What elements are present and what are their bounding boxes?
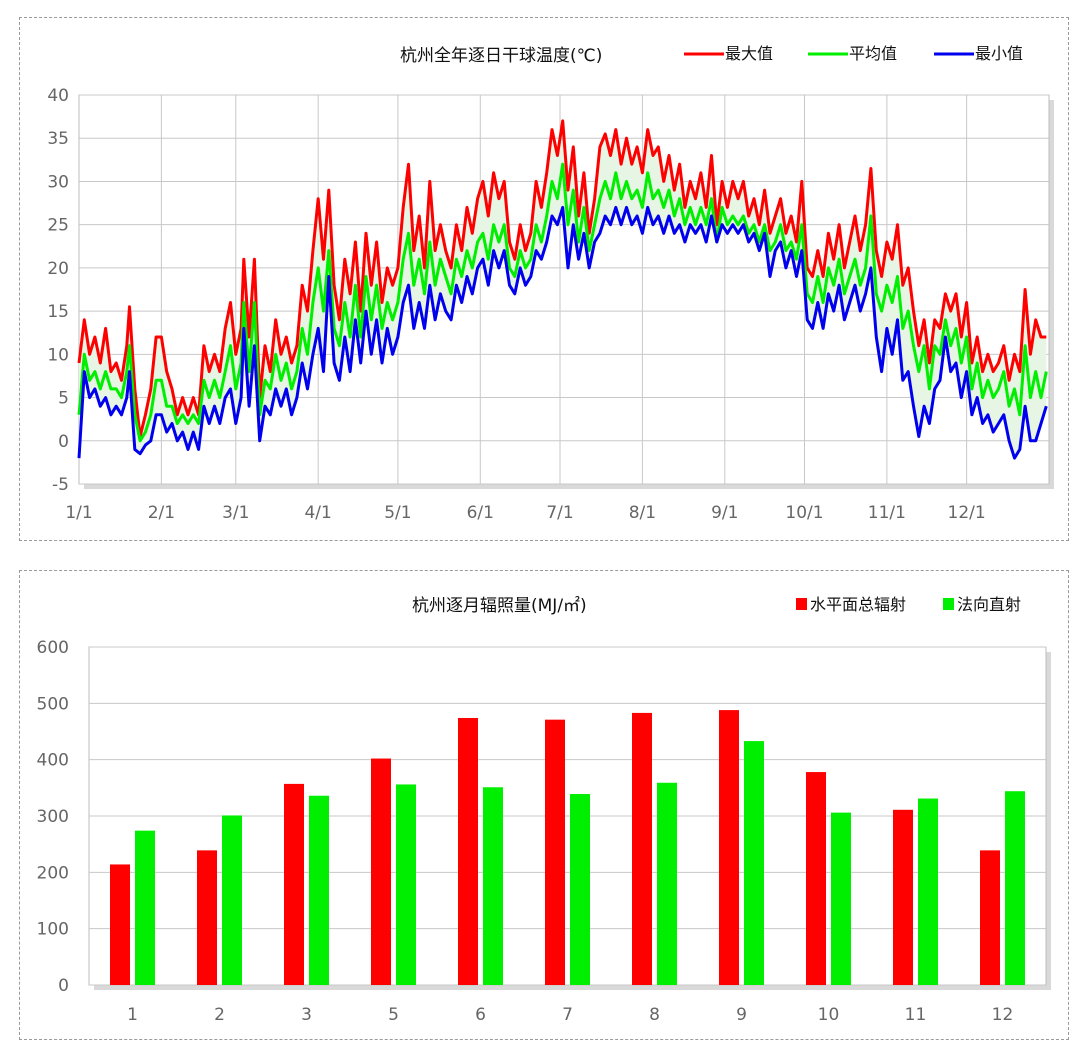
x-tick-label: 8/1 bbox=[629, 503, 656, 523]
bar bbox=[197, 850, 217, 985]
bar bbox=[309, 795, 329, 985]
x-tick-label: 9 bbox=[736, 1005, 747, 1025]
legend-label: 最大值 bbox=[725, 44, 773, 63]
temperature-chart: -5 0 5 10 15 20 25 30 35 40 1/1 2/1 3/1 4/1 5/1 6/1 7/1 8… bbox=[47, 44, 1054, 523]
x-tick-label: 10/1 bbox=[785, 503, 823, 523]
bar bbox=[545, 719, 565, 985]
x-tick-label: 12/1 bbox=[948, 503, 986, 523]
x-tick-label: 11/1 bbox=[868, 503, 906, 523]
series-line bbox=[77, 205, 1048, 460]
bar bbox=[222, 815, 242, 985]
series-line bbox=[77, 119, 1047, 438]
bar bbox=[893, 809, 913, 985]
legend-swatch bbox=[943, 598, 954, 610]
legend-label: 法向直射 bbox=[957, 595, 1021, 614]
bar bbox=[806, 772, 826, 985]
bar bbox=[110, 864, 130, 985]
bar bbox=[284, 783, 304, 985]
bar bbox=[719, 710, 739, 985]
bar bbox=[657, 782, 677, 985]
bar bbox=[135, 830, 155, 985]
x-tick-label: 5/1 bbox=[384, 503, 411, 523]
y-tick-label: 10 bbox=[47, 345, 69, 365]
x-tick-label: 1/1 bbox=[65, 503, 92, 523]
temperature-chart-panel: -5 0 5 10 15 20 25 30 35 40 1/1 2/1 3/1 4/1 5/1 6/1 7/1 8… bbox=[19, 17, 1069, 541]
x-tick-label: 3/1 bbox=[222, 503, 249, 523]
x-tick-label: 5 bbox=[388, 1005, 399, 1025]
radiation-chart-panel: 0 100 200 300 400 500 600 1 2 3 5 6 7 8 9 10 11 12 杭州逐月辐照量… bbox=[19, 570, 1069, 1040]
x-tick-label: 12 bbox=[992, 1005, 1014, 1025]
x-tick-label: 2 bbox=[214, 1005, 225, 1025]
y-tick-label: 5 bbox=[58, 389, 69, 409]
y-tick-label: 0 bbox=[58, 976, 69, 996]
bar bbox=[744, 741, 764, 985]
x-tick-label: 7 bbox=[562, 1005, 573, 1025]
x-tick-label: 9/1 bbox=[711, 503, 738, 523]
x-tick-label: 10 bbox=[818, 1005, 840, 1025]
bar bbox=[831, 812, 851, 985]
y-tick-label: 0 bbox=[58, 432, 69, 452]
bar bbox=[980, 850, 1000, 985]
y-tick-label: 200 bbox=[37, 863, 69, 883]
bar bbox=[570, 794, 590, 985]
y-tick-label: -5 bbox=[52, 475, 69, 495]
legend-swatch bbox=[796, 598, 807, 610]
bar bbox=[458, 717, 478, 985]
legend-label: 水平面总辐射 bbox=[810, 595, 906, 614]
x-tick-label: 1 bbox=[127, 1005, 138, 1025]
y-tick-label: 20 bbox=[47, 259, 69, 279]
chart-title: 杭州逐月辐照量(MJ/㎡) bbox=[412, 596, 587, 616]
y-tick-label: 400 bbox=[37, 751, 69, 771]
y-tick-label: 15 bbox=[47, 302, 69, 322]
bar bbox=[632, 712, 652, 985]
legend-label: 最小值 bbox=[975, 44, 1023, 63]
bar bbox=[1005, 791, 1025, 985]
x-tick-label: 6/1 bbox=[467, 503, 494, 523]
y-tick-label: 35 bbox=[47, 129, 69, 149]
bar bbox=[371, 758, 391, 985]
y-tick-label: 300 bbox=[37, 807, 69, 827]
y-tick-label: 600 bbox=[37, 638, 69, 658]
bar bbox=[483, 787, 503, 985]
x-tick-label: 2/1 bbox=[148, 503, 175, 523]
chart-title: 杭州全年逐日干球温度(℃) bbox=[400, 46, 602, 66]
x-tick-label: 8 bbox=[649, 1005, 660, 1025]
y-tick-label: 30 bbox=[47, 172, 69, 192]
x-tick-label: 7/1 bbox=[546, 503, 573, 523]
bar bbox=[918, 798, 938, 985]
y-tick-label: 500 bbox=[37, 694, 69, 714]
legend-label: 平均值 bbox=[849, 44, 897, 63]
x-tick-label: 11 bbox=[905, 1005, 927, 1025]
x-tick-label: 4/1 bbox=[304, 503, 331, 523]
x-tick-label: 3 bbox=[301, 1005, 312, 1025]
y-tick-label: 100 bbox=[37, 920, 69, 940]
y-tick-label: 40 bbox=[47, 86, 69, 106]
series-line bbox=[77, 162, 1048, 443]
y-tick-label: 25 bbox=[47, 216, 69, 236]
bar bbox=[396, 784, 416, 985]
x-tick-label: 6 bbox=[475, 1005, 486, 1025]
